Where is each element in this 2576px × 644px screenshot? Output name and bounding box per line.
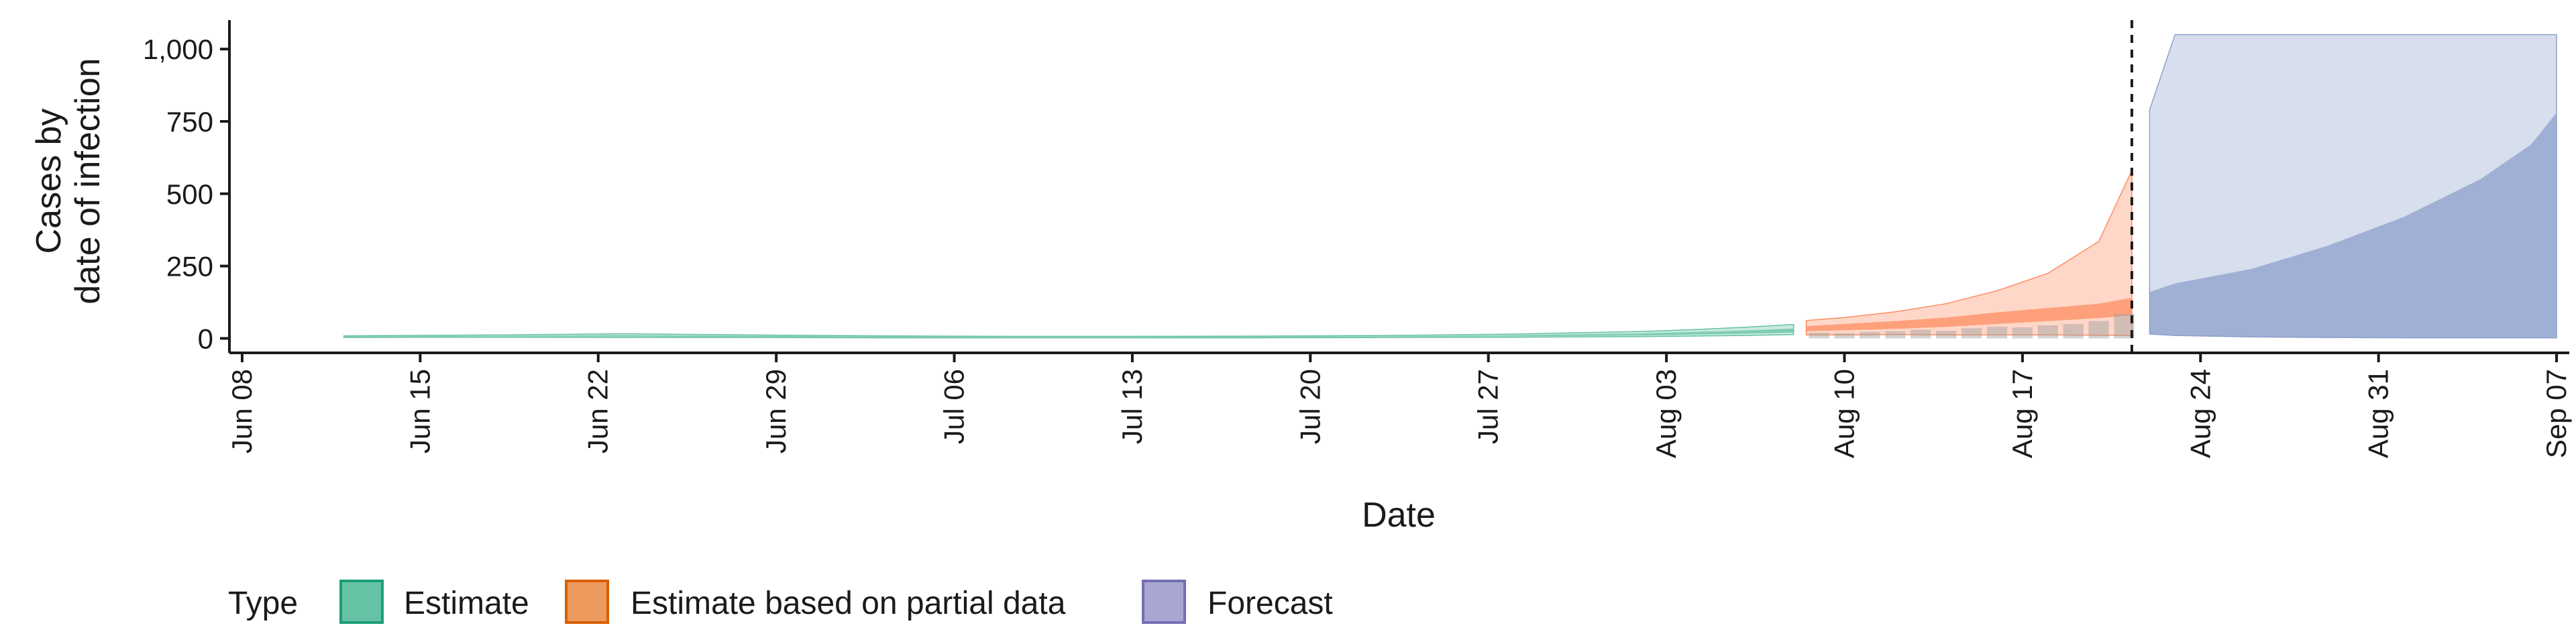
legend-label-estimate: Estimate [404, 586, 529, 621]
reported-cases-bar [1834, 333, 1855, 339]
reported-cases-bar [1961, 328, 1982, 339]
x-tick-label: Jun 22 [582, 369, 614, 453]
x-tick-label: Aug 03 [1650, 369, 1682, 458]
x-tick-label: Aug 10 [1829, 369, 1860, 458]
x-axis-title: Date [1362, 496, 1436, 535]
x-tick-label: Jul 27 [1472, 369, 1504, 444]
legend-title: Type [228, 586, 298, 621]
x-tick-label: Jul 06 [938, 369, 970, 444]
reported-cases-bar [1936, 331, 1957, 339]
y-tick-label: 250 [166, 251, 213, 282]
x-tick-label: Aug 24 [2184, 369, 2216, 458]
reported-cases-bar [1860, 331, 1880, 339]
y-tick-label: 0 [198, 323, 213, 354]
axes: 0 250 500 750 1,000 Jun 08 Jun 15 Jun 22 Jun 29 J… [143, 20, 2572, 458]
ribbon-inner-forecast [2149, 113, 2557, 338]
y-tick-label: 1,000 [143, 34, 213, 65]
x-tick-label: Jun 08 [226, 369, 258, 453]
x-tick-label: Jun 15 [404, 369, 435, 453]
legend-swatch-partial [565, 580, 609, 624]
reported-cases-bar [2063, 323, 2084, 339]
reported-cases-bar [2037, 325, 2058, 339]
x-tick-label: Jul 20 [1294, 369, 1326, 444]
reported-cases-bar [1809, 332, 1829, 339]
x-tick-label: Jun 29 [760, 369, 792, 453]
x-tick-label: Sep 07 [2540, 369, 2572, 458]
legend-label-forecast: Forecast [1208, 586, 1333, 621]
plot-area [343, 20, 2557, 353]
reported-cases-bar [1986, 327, 2008, 339]
x-tick-label: Aug 17 [2006, 369, 2038, 458]
legend: Type Estimate Estimate based on partial … [228, 580, 1333, 624]
legend-swatch-estimate [339, 580, 384, 624]
y-tick-label: 750 [166, 106, 213, 138]
reported-cases-bar [2012, 327, 2033, 339]
y-tick-label: 500 [166, 178, 213, 210]
y-axis-title-line2: date of infection [68, 58, 107, 304]
x-tick-label: Aug 31 [2363, 369, 2394, 458]
x-tick-label: Jul 13 [1116, 369, 1148, 444]
y-axis-title-line1: Cases by [30, 109, 68, 254]
reported-cases-bar [1911, 329, 1931, 339]
reported-cases-bar [2088, 321, 2109, 339]
reported-cases-bar [1885, 331, 1906, 339]
ribbon-inner-estimate-based-on-partial-data [1806, 298, 2132, 331]
ribbon-inner-estimate [343, 328, 1794, 337]
legend-label-partial: Estimate based on partial data [631, 586, 1066, 621]
legend-swatch-forecast [1142, 580, 1186, 624]
